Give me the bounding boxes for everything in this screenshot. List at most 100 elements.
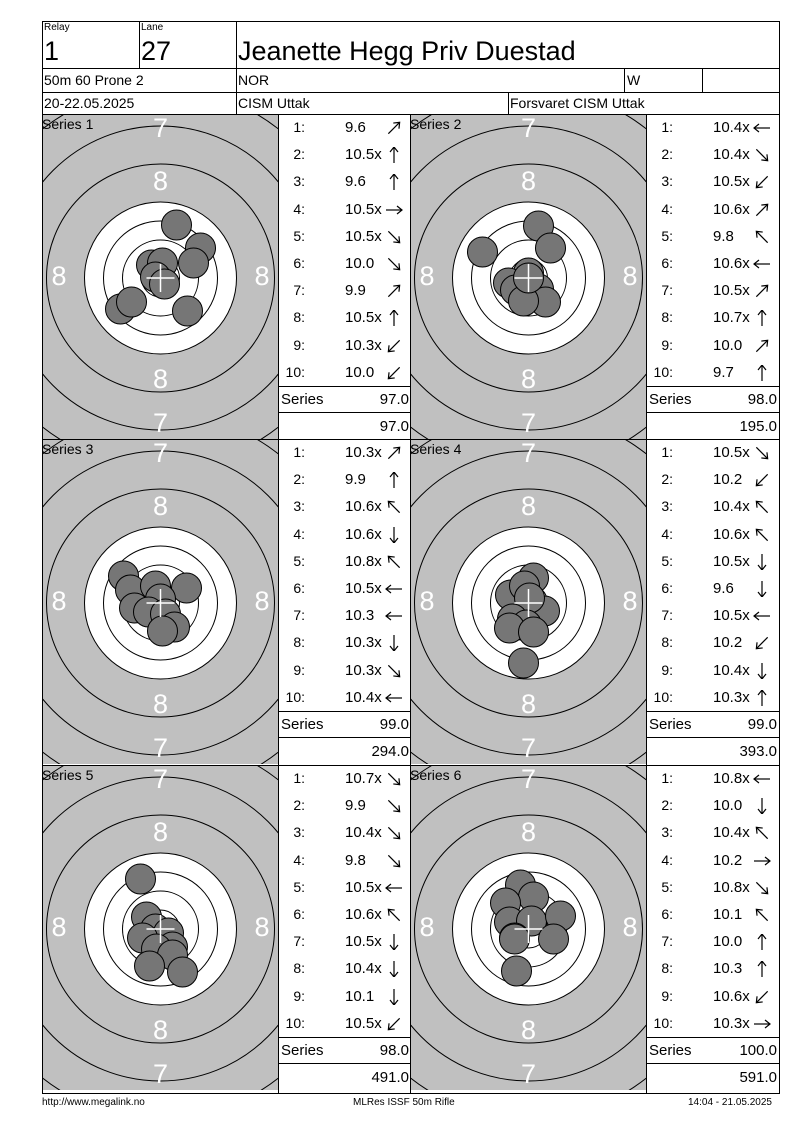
shot-direction-arrow-icon bbox=[757, 689, 767, 706]
ring-number: 7 bbox=[153, 115, 168, 143]
shot-direction-arrow-icon bbox=[755, 990, 769, 1003]
shot-number: 5: bbox=[293, 552, 305, 569]
series-label: Series 6 bbox=[410, 767, 462, 783]
shot-number: 8: bbox=[661, 634, 673, 651]
shot-value: 10.4x bbox=[713, 119, 750, 136]
lane-label: Lane bbox=[141, 22, 164, 33]
shot-direction-arrow-icon bbox=[385, 693, 402, 703]
target-ring bbox=[414, 814, 643, 1044]
shot-value: 10.0 bbox=[345, 363, 375, 381]
target-ring bbox=[46, 814, 275, 1044]
target-ring bbox=[414, 488, 643, 718]
shot-value: 10.8x bbox=[713, 878, 750, 896]
target-ring bbox=[122, 239, 199, 317]
shot-number: 9: bbox=[293, 336, 305, 353]
shot-direction-arrow-icon bbox=[755, 908, 769, 922]
shot-direction-arrow-icon bbox=[387, 827, 401, 840]
totals-divider bbox=[279, 412, 411, 413]
ring-number: 8 bbox=[521, 166, 536, 196]
series-total: 98.0 bbox=[379, 1042, 409, 1059]
shot-number: 10: bbox=[285, 688, 305, 705]
shot-value: 10.4x bbox=[713, 146, 750, 164]
shot-direction-arrow-icon bbox=[389, 961, 399, 978]
shot-value: 10.4x bbox=[713, 824, 750, 842]
cumulative-total: 97.0 bbox=[379, 418, 409, 435]
shot-direction-arrow-icon bbox=[387, 664, 401, 677]
shot-value: 10.3 bbox=[345, 607, 375, 625]
shot-value: 10.2 bbox=[713, 851, 743, 869]
shot-value: 10.3x bbox=[345, 444, 382, 461]
ring-number: 7 bbox=[521, 440, 536, 468]
target-series-3: 7 8 8 8 8 7 bbox=[43, 440, 278, 764]
target-ring bbox=[490, 239, 567, 317]
totals-divider bbox=[279, 386, 411, 387]
shot-hole bbox=[161, 209, 192, 241]
ring-number: 8 bbox=[153, 1015, 168, 1045]
ring-number: 7 bbox=[153, 440, 168, 468]
shot-number: 8: bbox=[661, 309, 673, 326]
shot-value: 9.6 bbox=[713, 580, 734, 597]
shot-value: 9.8 bbox=[345, 851, 366, 869]
ring-number: 8 bbox=[51, 261, 66, 291]
shot-value: 10.5x bbox=[713, 282, 750, 300]
shot-value: 10.2 bbox=[713, 634, 743, 652]
shot-direction-arrow-icon bbox=[387, 1017, 401, 1031]
series-total: 98.0 bbox=[747, 391, 777, 408]
grid-row-divider-2 bbox=[42, 765, 780, 766]
series-label: Series 2 bbox=[410, 116, 462, 132]
grid-bottom-border bbox=[42, 1093, 780, 1094]
shot-value: 10.1 bbox=[345, 987, 375, 1005]
totals-divider bbox=[647, 737, 779, 738]
shot-number: 4: bbox=[661, 851, 673, 868]
shot-number: 7: bbox=[661, 282, 673, 299]
shot-value: 10.5x bbox=[345, 580, 382, 597]
shot-value: 9.7 bbox=[713, 363, 734, 381]
target-ring bbox=[103, 871, 218, 987]
shot-direction-arrow-icon bbox=[387, 121, 401, 135]
ring-number: 7 bbox=[153, 766, 168, 794]
cumulative-total: 393.0 bbox=[739, 743, 777, 760]
target-series-1: 7 8 8 8 8 7 bbox=[43, 115, 278, 439]
shot-direction-arrow-icon bbox=[753, 774, 770, 784]
shot-value: 10.2 bbox=[713, 471, 743, 489]
grid-col-divider-1 bbox=[278, 114, 279, 1093]
header-gender-divider bbox=[702, 68, 703, 92]
target-series-5: 7 8 8 8 8 7 bbox=[43, 766, 278, 1090]
ring-number: 8 bbox=[153, 689, 168, 719]
shot-hole bbox=[538, 923, 569, 955]
shot-number: 4: bbox=[293, 200, 305, 217]
shot-number: 1: bbox=[293, 770, 305, 786]
shot-number: 7: bbox=[293, 933, 305, 950]
shot-number: 4: bbox=[661, 200, 673, 217]
shot-direction-arrow-icon bbox=[385, 611, 402, 621]
ring-number: 8 bbox=[521, 1015, 536, 1045]
shot-hole bbox=[134, 950, 165, 982]
shot-value: 10.3x bbox=[345, 634, 382, 652]
shot-hole bbox=[149, 268, 180, 300]
shot-direction-arrow-icon bbox=[387, 800, 401, 813]
shot-number: 8: bbox=[293, 960, 305, 977]
shot-value: 10.4x bbox=[345, 688, 382, 706]
shot-value: 10.3x bbox=[713, 1014, 750, 1032]
shot-value: 9.9 bbox=[345, 282, 366, 300]
competition-name: CISM Uttak bbox=[238, 95, 310, 111]
shot-number: 5: bbox=[661, 878, 673, 895]
target-ring bbox=[411, 450, 646, 756]
shot-number: 4: bbox=[661, 525, 673, 542]
shot-direction-arrow-icon bbox=[387, 772, 401, 786]
target-ring bbox=[43, 450, 278, 756]
shot-number: 9: bbox=[661, 987, 673, 1004]
shot-number: 3: bbox=[293, 173, 305, 190]
shot-value: 10.3x bbox=[713, 688, 750, 706]
shot-value: 10.4x bbox=[713, 661, 750, 679]
shot-direction-arrow-icon bbox=[755, 501, 769, 514]
shot-value: 10.6x bbox=[713, 255, 750, 272]
ring-number: 8 bbox=[153, 364, 168, 394]
shot-direction-arrow-icon bbox=[389, 526, 399, 543]
ring-number: 8 bbox=[419, 912, 434, 942]
ring-number: 8 bbox=[622, 586, 637, 616]
relay-label: Relay bbox=[44, 22, 70, 33]
ring-number: 7 bbox=[153, 733, 168, 763]
shot-direction-arrow-icon bbox=[387, 339, 401, 352]
shot-direction-arrow-icon bbox=[754, 856, 771, 866]
